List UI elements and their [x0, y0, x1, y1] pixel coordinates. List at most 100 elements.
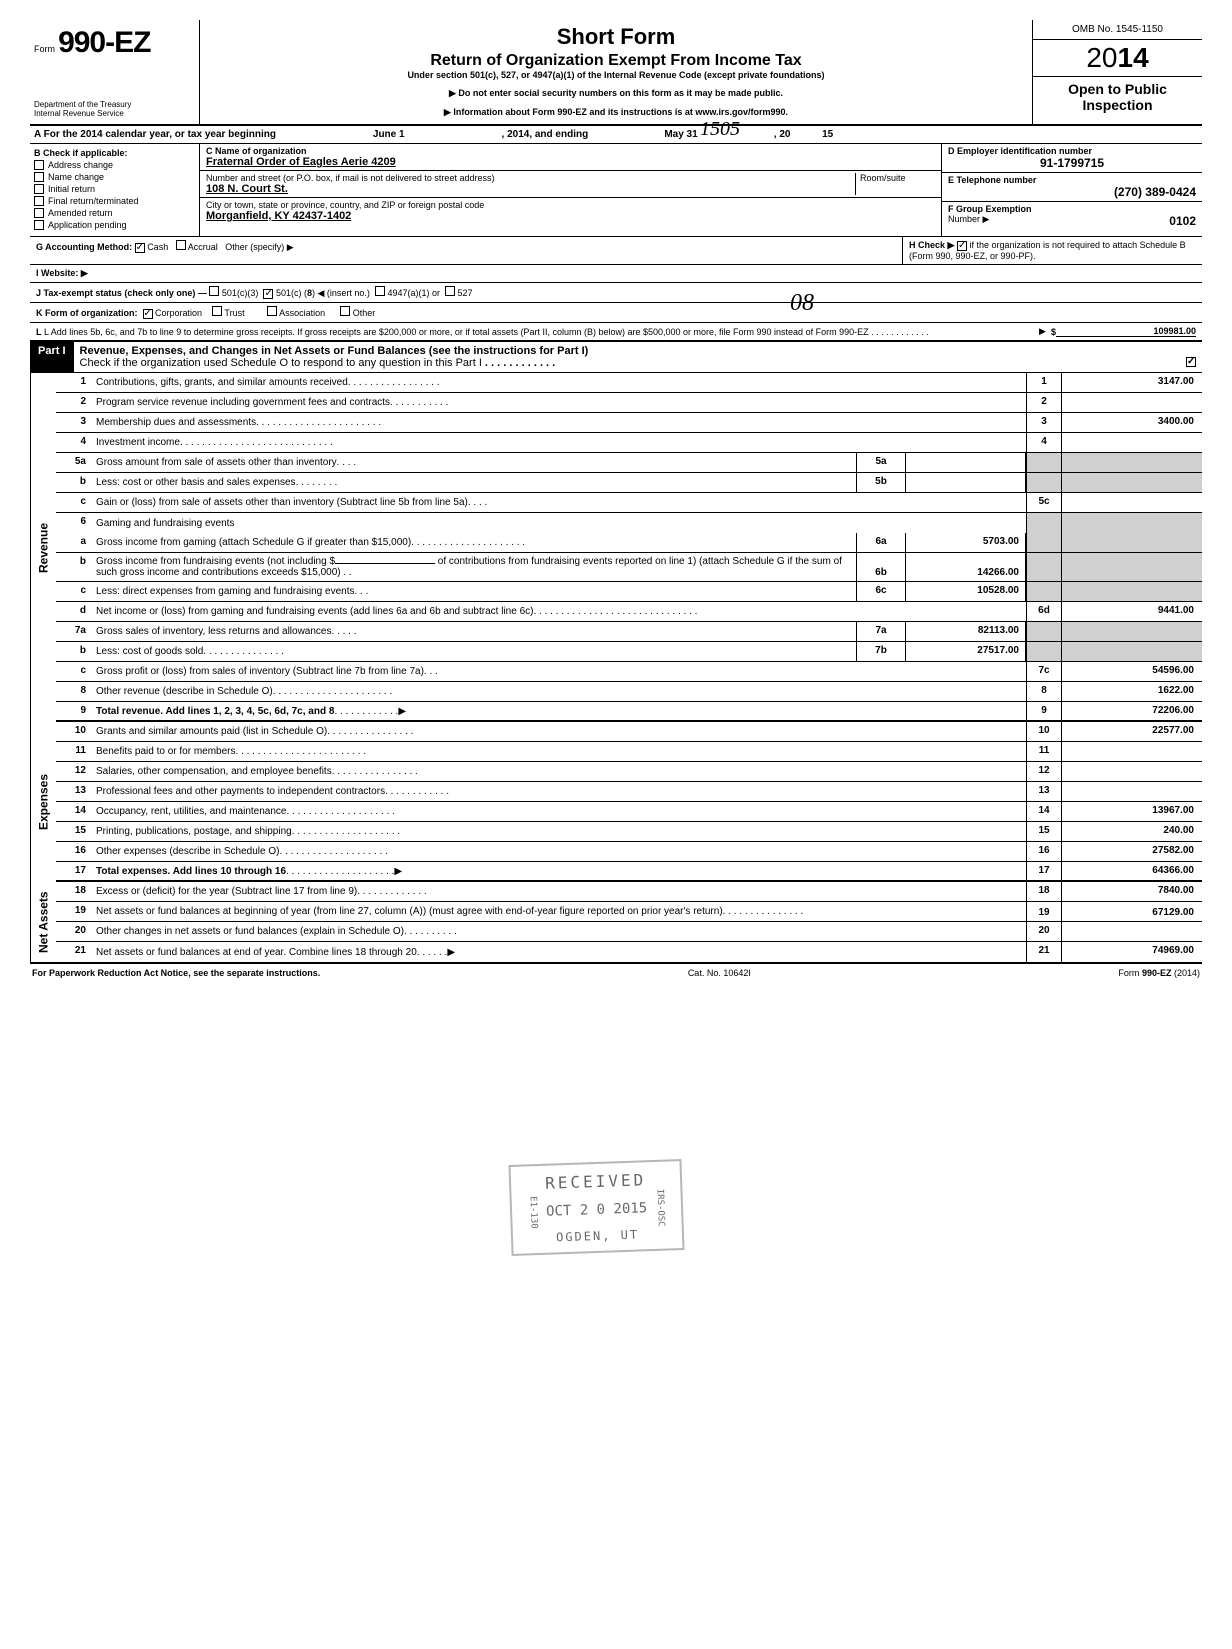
line6b-value: 14266.00 [906, 553, 1026, 581]
line18-value: 7840.00 [1062, 882, 1202, 901]
initials-stamp: 08 [790, 290, 814, 317]
part1-title: Revenue, Expenses, and Changes in Net As… [74, 342, 1202, 372]
chk-accrual[interactable] [176, 240, 186, 250]
tel-label: E Telephone number [948, 175, 1196, 185]
year-box: OMB No. 1545-1150 2014 Open to Public In… [1032, 20, 1202, 124]
line11-value [1062, 742, 1202, 761]
chk-trust[interactable] [212, 306, 222, 316]
footer-left: For Paperwork Reduction Act Notice, see … [32, 968, 320, 978]
grp-label: F Group Exemption [948, 204, 1196, 214]
line21-value: 74969.00 [1062, 942, 1202, 962]
chk-pending[interactable] [34, 220, 44, 230]
city-label: City or town, state or province, country… [206, 200, 935, 210]
footer-right: Form 990-EZ (2014) [1118, 968, 1200, 978]
calendar-row: A For the 2014 calendar year, or tax yea… [30, 126, 1202, 144]
line6d-value: 9441.00 [1062, 602, 1202, 621]
year-end: 15 [793, 129, 833, 140]
line16-value: 27582.00 [1062, 842, 1202, 861]
line5b-value [906, 473, 1026, 492]
row-i: I Website: ▶ [30, 265, 902, 282]
line7c-value: 54596.00 [1062, 662, 1202, 681]
chk-cash[interactable] [135, 243, 145, 253]
chk-name[interactable] [34, 172, 44, 182]
title-box: Short Form Return of Organization Exempt… [200, 20, 1032, 124]
line10-value: 22577.00 [1062, 722, 1202, 741]
city: Morganfield, KY 42437-1402 [206, 210, 935, 222]
row-k: K Form of organization: Corporation Trus… [30, 303, 1202, 322]
line5c-value [1062, 493, 1202, 512]
chk-501c3[interactable] [209, 286, 219, 296]
open-public: Open to Public Inspection [1033, 76, 1202, 117]
room-label: Room/suite [855, 173, 935, 195]
dept-treasury: Department of the Treasury [34, 100, 195, 109]
gross-receipts: 109981.00 [1056, 326, 1196, 337]
title-note2: ▶ Information about Form 990-EZ and its … [210, 107, 1022, 118]
row-l: L L Add lines 5b, 6c, and 7b to line 9 t… [30, 323, 1202, 340]
line7b-value: 27517.00 [906, 642, 1026, 661]
line19-value: 67129.00 [1062, 902, 1202, 921]
line8-value: 1622.00 [1062, 682, 1202, 701]
sidebar-revenue: Revenue [30, 373, 56, 722]
line4-value [1062, 433, 1202, 452]
col-b-header: B Check if applicable: [34, 148, 195, 158]
footer: For Paperwork Reduction Act Notice, see … [30, 964, 1202, 982]
line20-value [1062, 922, 1202, 941]
chk-527[interactable] [445, 286, 455, 296]
line1-value: 3147.00 [1062, 373, 1202, 392]
footer-cat: Cat. No. 10642I [688, 968, 751, 978]
chk-4947[interactable] [375, 286, 385, 296]
group-number: 0102 [1169, 214, 1196, 228]
col-b: B Check if applicable: Address change Na… [30, 144, 200, 236]
chk-final[interactable] [34, 196, 44, 206]
row-h: H Check ▶ if the organization is not req… [902, 237, 1202, 264]
org-name: Fraternal Order of Eagles Aerie 4209 [206, 156, 935, 168]
line9-value: 72206.00 [1062, 702, 1202, 720]
line7a-value: 82113.00 [906, 622, 1026, 641]
part1-header: Part I [30, 342, 74, 372]
tax-year: 2014 [1033, 40, 1202, 76]
chk-other-org[interactable] [340, 306, 350, 316]
line6a-value: 5703.00 [906, 533, 1026, 552]
row-g: G Accounting Method: Cash Accrual Other … [30, 237, 902, 264]
line13-value [1062, 782, 1202, 801]
line14-value: 13967.00 [1062, 802, 1202, 821]
form-prefix: Form [34, 44, 55, 54]
line6c-value: 10528.00 [906, 582, 1026, 601]
col-d: D Employer identification number 91-1799… [942, 144, 1202, 236]
line3-value: 3400.00 [1062, 413, 1202, 432]
chk-501c[interactable] [263, 289, 273, 299]
sidebar-netassets: Net Assets [30, 882, 56, 962]
ein-label: D Employer identification number [948, 146, 1196, 156]
line17-value: 64366.00 [1062, 862, 1202, 880]
col-c: C Name of organization Fraternal Order o… [200, 144, 942, 236]
form-number-box: Form 990-EZ Department of the Treasury I… [30, 20, 200, 124]
org-name-label: C Name of organization [206, 146, 935, 156]
year-begin: June 1 [279, 129, 499, 140]
chk-initial[interactable] [34, 184, 44, 194]
received-stamp: RECEIVED E1-130 OCT 2 0 2015 IRS-OSC OGD… [508, 1159, 684, 1256]
title-main: Return of Organization Exempt From Incom… [210, 52, 1022, 70]
dept-irs: Internal Revenue Service [34, 109, 195, 118]
chk-amended[interactable] [34, 208, 44, 218]
row-j: J Tax-exempt status (check only one) — 5… [30, 283, 1202, 302]
telephone: (270) 389-0424 [948, 185, 1196, 199]
title-short: Short Form [210, 24, 1022, 50]
street: 108 N. Court St. [206, 183, 855, 195]
title-note1: ▶ Do not enter social security numbers o… [210, 88, 1022, 99]
title-under: Under section 501(c), 527, or 4947(a)(1)… [210, 70, 1022, 80]
street-label: Number and street (or P.O. box, if mail … [206, 173, 855, 183]
chk-address[interactable] [34, 160, 44, 170]
omb-number: OMB No. 1545-1150 [1033, 20, 1202, 40]
line2-value [1062, 393, 1202, 412]
line5a-value [906, 453, 1026, 472]
year-end-month: May 31 [591, 129, 771, 140]
ein: 91-1799715 [948, 156, 1196, 170]
chk-schedule-b[interactable] [957, 241, 967, 251]
form-number: 990-EZ [58, 26, 150, 59]
line12-value [1062, 762, 1202, 781]
chk-corp[interactable] [143, 309, 153, 319]
chk-schedule-o[interactable] [1186, 357, 1196, 367]
sidebar-expenses: Expenses [30, 722, 56, 882]
line15-value: 240.00 [1062, 822, 1202, 841]
chk-assoc[interactable] [267, 306, 277, 316]
